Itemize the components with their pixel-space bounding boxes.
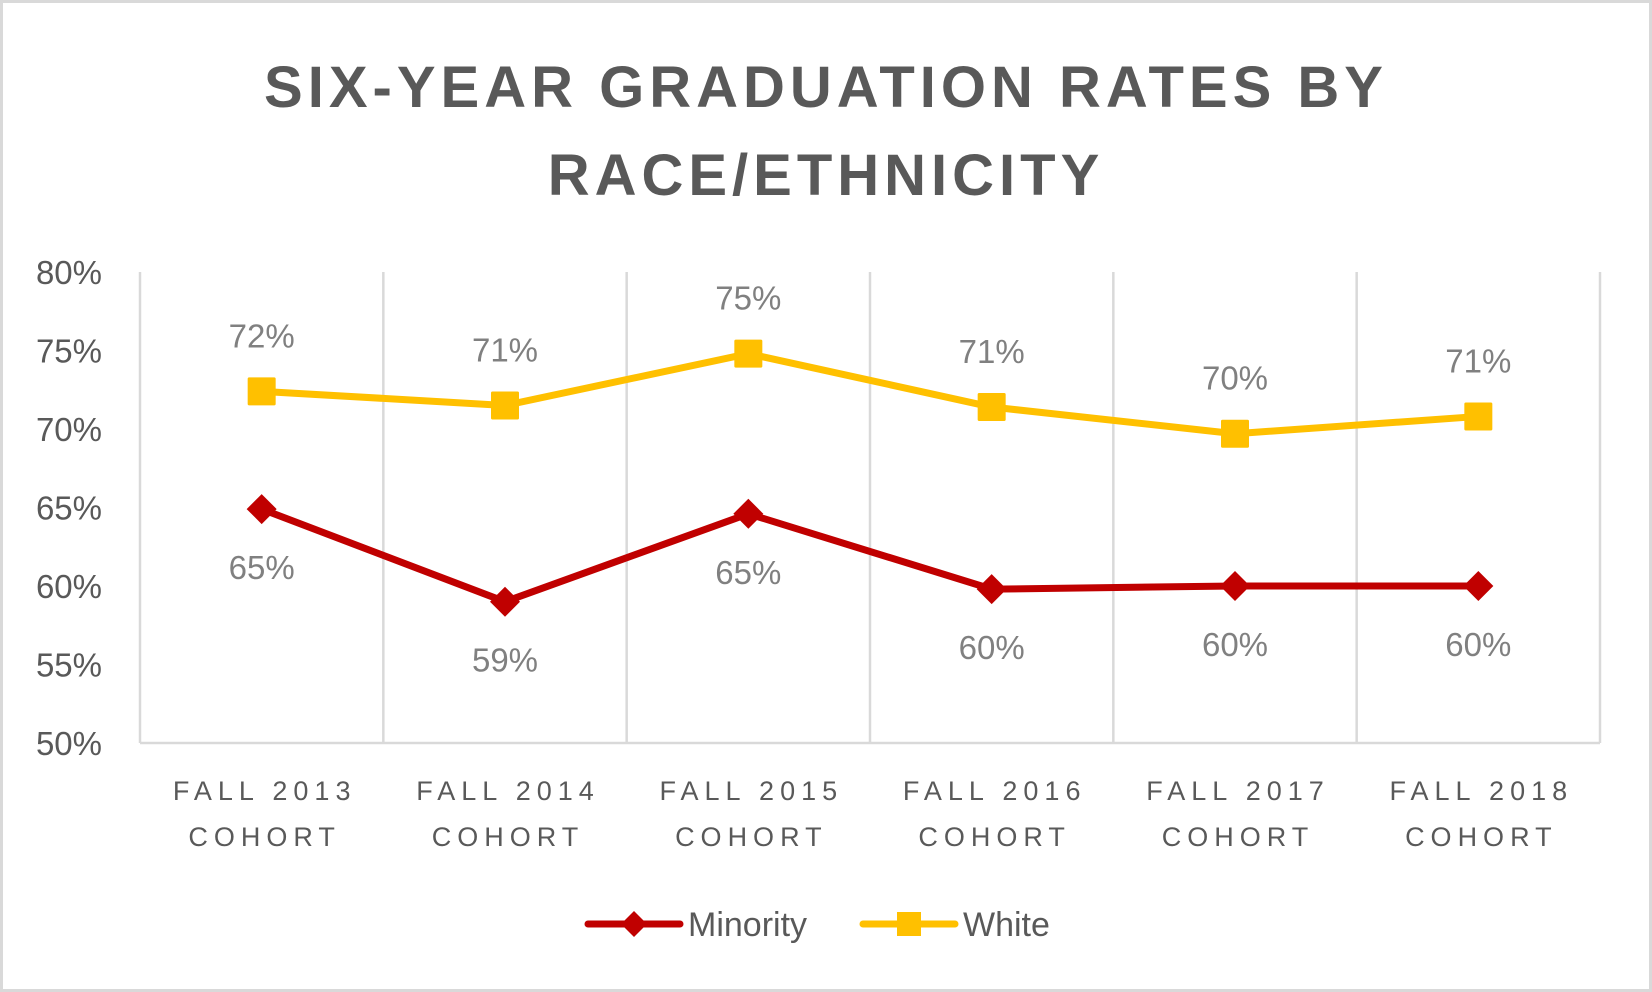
x-tick-label: FALL 2015: [660, 776, 844, 806]
data-labels: 65% 59% 65% 60% 60% 60% 72% 71% 75% 71% 70% 71%: [229, 280, 1512, 679]
data-label: 71%: [1445, 342, 1511, 379]
data-label: 60%: [1445, 626, 1511, 663]
legend-item-minority: Minority: [584, 906, 807, 944]
data-label: 71%: [959, 333, 1025, 370]
y-tick-label: 50%: [36, 725, 102, 762]
data-label: 71%: [472, 331, 538, 368]
square-marker: [1464, 402, 1493, 431]
x-tick-label: COHORT: [1405, 822, 1558, 852]
x-tick-label: COHORT: [675, 822, 828, 852]
diamond-marker: [1463, 571, 1494, 601]
square-marker: [977, 393, 1006, 422]
legend-label: White: [963, 906, 1050, 944]
diamond-marker: [976, 574, 1007, 605]
legend-square-marker: [897, 912, 921, 936]
data-label: 60%: [1202, 626, 1268, 663]
y-tick-label: 75%: [36, 333, 102, 370]
y-tick-label: 65%: [36, 490, 102, 527]
x-tick-label: FALL 2013: [173, 776, 357, 806]
x-axis: FALL 2013 COHORT FALL 2014 COHORT FALL 2015 C…: [173, 776, 1574, 852]
y-tick-label: 70%: [36, 411, 102, 448]
data-label: 65%: [229, 549, 295, 586]
series-line-white: [258, 350, 1482, 438]
series-layer: [246, 339, 1494, 617]
legend-label: Minority: [688, 906, 807, 944]
data-label: 72%: [229, 317, 295, 354]
data-label: 65%: [715, 554, 781, 591]
data-label: 60%: [959, 629, 1025, 666]
x-tick-label: FALL 2014: [416, 776, 600, 806]
legend-diamond-marker: [621, 911, 647, 937]
x-tick-label: COHORT: [1162, 822, 1315, 852]
diamond-marker: [733, 498, 764, 529]
legend: Minority White: [584, 906, 1050, 944]
square-marker: [734, 339, 763, 368]
chart-title: SIX-YEAR GRADUATION RATES BY RACE/ETHNIC…: [264, 55, 1388, 208]
series-white: [247, 339, 1493, 448]
y-tick-label: 55%: [36, 647, 102, 684]
diamond-marker: [490, 586, 520, 617]
x-tick-label: COHORT: [188, 822, 341, 852]
square-marker: [247, 377, 276, 406]
diamond-marker: [1220, 571, 1250, 601]
gridlines: [138, 272, 1602, 745]
square-marker: [1221, 419, 1249, 448]
y-axis: 50% 55% 60% 65% 70% 75% 80%: [36, 254, 102, 762]
x-tick-label: COHORT: [432, 822, 585, 852]
data-label: 70%: [1202, 360, 1268, 397]
data-label: 75%: [715, 280, 781, 317]
chart-title-line-2: RACE/ETHNICITY: [548, 143, 1105, 208]
data-label: 59%: [472, 642, 538, 679]
x-tick-label: FALL 2016: [903, 776, 1087, 806]
series-line-minority: [258, 505, 1482, 606]
series-minority: [246, 494, 1494, 617]
legend-item-white: White: [859, 906, 1050, 944]
y-tick-label: 80%: [36, 254, 102, 291]
x-tick-label: COHORT: [918, 822, 1071, 852]
diamond-marker: [246, 494, 277, 525]
chart-title-line-1: SIX-YEAR GRADUATION RATES BY: [264, 55, 1388, 120]
square-marker: [491, 391, 519, 420]
x-tick-label: FALL 2017: [1146, 776, 1330, 806]
y-tick-label: 60%: [36, 568, 102, 605]
x-tick-label: FALL 2018: [1390, 776, 1574, 806]
